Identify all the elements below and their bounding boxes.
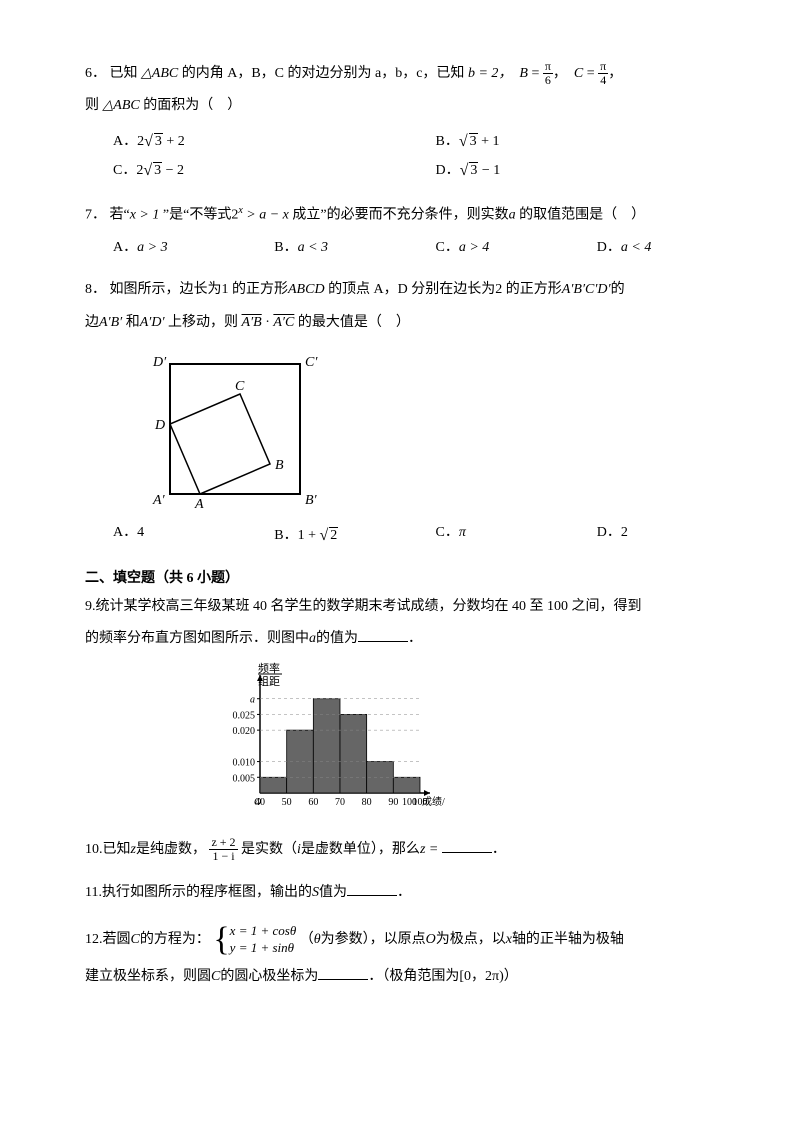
histogram-svg: a0.0250.0200.0100.005O405060708090100100… <box>215 658 445 818</box>
q8-figure: D′ C′ A′ B′ A B C D <box>85 344 730 514</box>
q8-option-d: D．2 <box>569 520 730 550</box>
svg-text:A: A <box>194 497 204 512</box>
svg-text:B: B <box>275 458 284 473</box>
svg-text:40: 40 <box>255 797 265 808</box>
question-9: 9.统计某学校高三年级某班 40 名学生的数学期末考试成绩，分数均在 40 至 … <box>85 596 730 818</box>
q8-option-a: A．4 <box>85 520 246 550</box>
q6-options: A．2√3 + 2 B．√3 + 1 C．2√3 − 2 D．√3 − 1 <box>85 126 730 185</box>
q11-blank <box>347 881 397 896</box>
svg-text:100: 100 <box>402 797 417 808</box>
q9-blank <box>358 627 408 642</box>
q7-option-c: C．a > 4 <box>408 235 569 261</box>
q8-option-b: B．1 + √2 <box>246 520 407 550</box>
question-6: 6． 已知 △ABC 的内角 A，B，C 的对边分别为 a，b，c，已知 b =… <box>85 60 730 185</box>
svg-text:成绩/分: 成绩/分 <box>422 795 445 808</box>
question-7: 7． 若“x > 1 ”是“不等式2x > a − x 成立”的必要而不充分条件… <box>85 203 730 261</box>
q7-option-d: D．a < 4 <box>569 235 730 261</box>
svg-text:0.020: 0.020 <box>233 726 256 737</box>
svg-text:C: C <box>235 379 245 394</box>
svg-text:D: D <box>154 418 165 433</box>
q7-option-b: B．a < 3 <box>246 235 407 261</box>
svg-text:80: 80 <box>362 797 372 808</box>
q6-option-d: D．√3 − 1 <box>408 155 731 185</box>
q6-text: 6． 已知 △ABC 的内角 A，B，C 的对边分别为 a，b，c，已知 b =… <box>85 60 730 87</box>
q7-options: A．a > 3 B．a < 3 C．a > 4 D．a < 4 <box>85 235 730 261</box>
q6-num: 6． <box>85 66 106 81</box>
q10-blank <box>442 838 492 853</box>
q9-histogram: a0.0250.0200.0100.005O405060708090100100… <box>85 658 730 818</box>
svg-text:0.005: 0.005 <box>233 773 256 784</box>
question-10: 10.已知z是纯虚数， z + 21 − i 是实数（i是虚数单位），那么z =… <box>85 836 730 863</box>
svg-text:90: 90 <box>388 797 398 808</box>
svg-text:组距: 组距 <box>258 674 280 688</box>
svg-text:D′: D′ <box>152 355 167 370</box>
section-2-heading: 二、填空题（共 6 小题） <box>85 568 730 590</box>
question-8: 8． 如图所示，边长为1 的正方形ABCD 的顶点 A，D 分别在边长为2 的正… <box>85 279 730 549</box>
svg-text:60: 60 <box>308 797 318 808</box>
q6-option-a: A．2√3 + 2 <box>85 126 408 156</box>
svg-text:50: 50 <box>282 797 292 808</box>
question-11: 11.执行如图所示的程序框图，输出的S值为． <box>85 881 730 904</box>
svg-text:频率: 频率 <box>258 661 280 675</box>
square-diagram: D′ C′ A′ B′ A B C D <box>145 344 345 514</box>
q6-option-c: C．2√3 − 2 <box>85 155 408 185</box>
svg-text:0.025: 0.025 <box>233 710 256 721</box>
q12-blank <box>318 965 368 980</box>
svg-text:A′: A′ <box>152 493 166 508</box>
q7-option-a: A．a > 3 <box>85 235 246 261</box>
svg-text:70: 70 <box>335 797 345 808</box>
svg-text:a: a <box>250 695 255 706</box>
svg-text:B′: B′ <box>305 493 318 508</box>
svg-text:C′: C′ <box>305 355 318 370</box>
q8-options: A．4 B．1 + √2 C．π D．2 <box>85 520 730 550</box>
q6-option-b: B．√3 + 1 <box>408 126 731 156</box>
question-12: 12.若圆C的方程为： {x = 1 + cosθy = 1 + sinθ （θ… <box>85 923 730 988</box>
svg-text:0.010: 0.010 <box>233 758 256 769</box>
q8-option-c: C．π <box>408 520 569 550</box>
